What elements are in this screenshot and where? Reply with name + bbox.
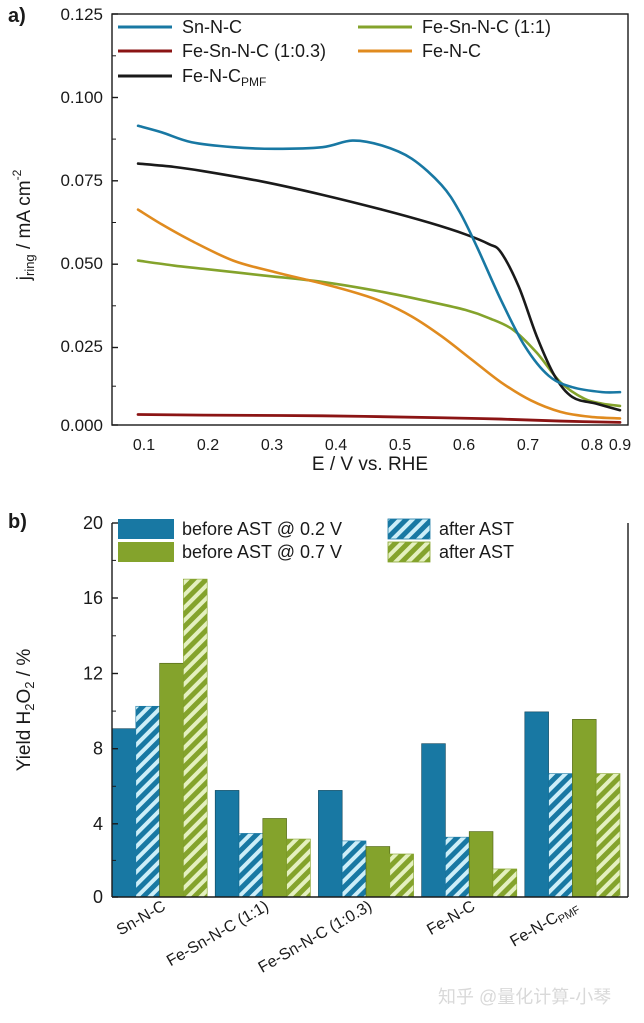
svg-text:0.6: 0.6 bbox=[453, 437, 475, 454]
svg-text:4: 4 bbox=[93, 814, 103, 834]
svg-text:0.050: 0.050 bbox=[60, 254, 103, 273]
svg-text:0.1: 0.1 bbox=[133, 437, 155, 454]
svg-text:0.100: 0.100 bbox=[60, 88, 103, 107]
svg-text:Fe-Sn-N-C (1:1): Fe-Sn-N-C (1:1) bbox=[422, 17, 551, 37]
svg-text:a): a) bbox=[8, 5, 26, 27]
svg-text:0.8: 0.8 bbox=[581, 437, 603, 454]
svg-text:0.7: 0.7 bbox=[517, 437, 539, 454]
svg-text:12: 12 bbox=[83, 664, 103, 684]
svg-text:0: 0 bbox=[93, 887, 103, 907]
svg-text:16: 16 bbox=[83, 588, 103, 608]
svg-text:0.125: 0.125 bbox=[60, 5, 103, 24]
svg-text:Fe-Sn-N-C (1:0.3): Fe-Sn-N-C (1:0.3) bbox=[182, 41, 326, 61]
svg-text:0.2: 0.2 bbox=[197, 437, 219, 454]
svg-text:before AST @ 0.7 V: before AST @ 0.7 V bbox=[182, 542, 342, 562]
svg-text:0.4: 0.4 bbox=[325, 437, 347, 454]
svg-text:知乎 @量化计算-小琴: 知乎 @量化计算-小琴 bbox=[438, 987, 611, 1007]
svg-text:8: 8 bbox=[93, 739, 103, 759]
svg-text:after AST: after AST bbox=[439, 519, 514, 539]
svg-text:after AST: after AST bbox=[439, 542, 514, 562]
svg-text:0.5: 0.5 bbox=[389, 437, 411, 454]
svg-text:before AST @ 0.2 V: before AST @ 0.2 V bbox=[182, 519, 342, 539]
svg-text:0.3: 0.3 bbox=[261, 437, 283, 454]
svg-text:0.025: 0.025 bbox=[60, 337, 103, 356]
svg-text:0.9: 0.9 bbox=[609, 437, 631, 454]
svg-text:b): b) bbox=[8, 511, 27, 533]
svg-text:Sn-N-C: Sn-N-C bbox=[182, 17, 242, 37]
svg-text:E / V vs. RHE: E / V vs. RHE bbox=[312, 454, 428, 475]
svg-text:0.075: 0.075 bbox=[60, 171, 103, 190]
svg-text:0.000: 0.000 bbox=[60, 416, 103, 435]
svg-text:20: 20 bbox=[83, 513, 103, 533]
svg-text:Fe-N-C: Fe-N-C bbox=[422, 41, 481, 61]
